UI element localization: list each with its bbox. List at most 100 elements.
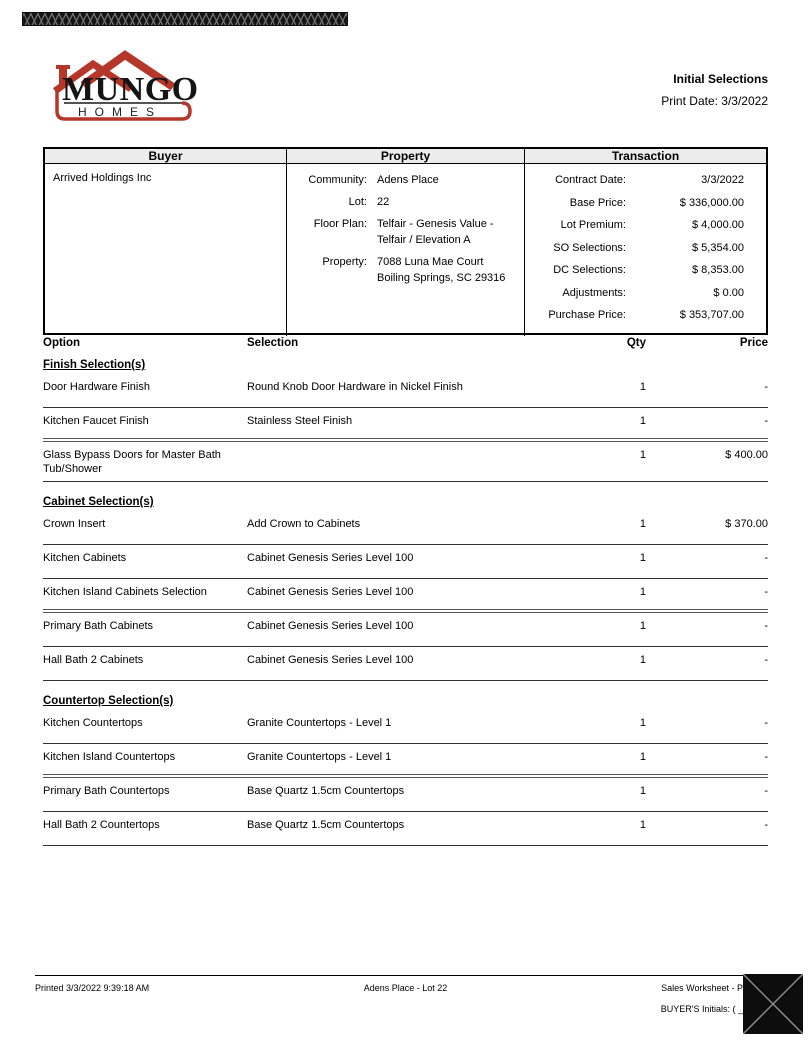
option-row: Hall Bath 2 Countertops Base Quartz 1.5c… — [43, 812, 768, 846]
field-label: Floor Plan: — [313, 218, 367, 230]
option-selection: Round Knob Door Hardware in Nickel Finis… — [247, 381, 463, 393]
field-value: Telfair - Genesis Value - Telfair / Elev… — [377, 218, 494, 246]
option-row: Glass Bypass Doors for Master Bath Tub/S… — [43, 442, 768, 482]
option-selection — [247, 448, 600, 476]
option-section: Countertop Selection(s) Kitchen Countert… — [43, 693, 768, 846]
footer-printed-timestamp: Printed 3/3/2022 9:39:18 AM — [35, 983, 150, 993]
field-row: Lot Premium: $ 4,000.00 — [533, 217, 758, 233]
option-selection: Granite Countertops - Level 1 — [247, 751, 392, 763]
option-qty: 1 — [639, 785, 646, 797]
option-name: Primary Bath Countertops — [43, 785, 170, 797]
field-label: Lot Premium: — [560, 219, 626, 231]
option-price: - — [764, 717, 768, 729]
option-row: Kitchen Cabinets Cabinet Genesis Series … — [43, 545, 768, 579]
option-price: $ 370.00 — [725, 518, 768, 530]
redaction-box — [743, 974, 803, 1034]
logo-roof-small — [52, 59, 133, 94]
field-value: 3/3/2022 — [701, 174, 744, 186]
option-price: - — [764, 654, 768, 666]
footer-buyer-initials: BUYER'S Initials: ( _ — [660, 1004, 743, 1014]
doc-title-block: Initial Selections Print Date: 3/3/2022 — [661, 68, 768, 112]
field-value: Adens Place — [377, 174, 439, 186]
option-price: - — [764, 785, 768, 797]
field-row: SO Selections: $ 5,354.00 — [533, 240, 758, 256]
section-rows: Kitchen Countertops Granite Countertops … — [43, 710, 768, 846]
section-title: Countertop Selection(s) — [43, 695, 174, 707]
option-selection: Base Quartz 1.5cm Countertops — [247, 819, 405, 831]
option-qty: 1 — [639, 381, 646, 393]
header-price: Price — [739, 337, 768, 349]
field-label: Contract Date: — [555, 174, 626, 186]
option-qty: 1 — [639, 620, 646, 632]
mungo-homes-logo: MUNGO HOMES — [52, 50, 197, 121]
summary-table-header: Buyer Property Transaction — [45, 149, 766, 164]
column-header-property: Property — [286, 149, 525, 163]
option-name: Glass Bypass Doors for Master Bath Tub/S… — [43, 449, 221, 475]
field-label: Community: — [308, 174, 367, 186]
doc-title: Initial Selections — [673, 72, 768, 86]
option-name: Kitchen Countertops — [43, 717, 143, 729]
options-sections: Finish Selection(s) Door Hardware Finish… — [43, 357, 768, 846]
option-price: - — [764, 552, 768, 564]
option-selection: Base Quartz 1.5cm Countertops — [247, 785, 405, 797]
option-selection: Cabinet Genesis Series Level 100 — [247, 552, 414, 564]
option-name: Kitchen Cabinets — [43, 552, 127, 564]
option-price: - — [764, 751, 768, 763]
logo-chimney — [59, 68, 67, 85]
option-name: Kitchen Island Countertops — [43, 751, 176, 763]
header-option: Option — [43, 337, 81, 349]
option-price: $ 400.00 — [725, 449, 768, 461]
option-price: - — [764, 381, 768, 393]
option-name: Door Hardware Finish — [43, 381, 150, 393]
property-cell: Community: Adens Place Lot: 22 Floor Pla… — [286, 164, 525, 336]
field-label: Base Price: — [569, 196, 626, 209]
option-name: Kitchen Island Cabinets Selection — [43, 586, 207, 598]
option-name: Primary Bath Cabinets — [43, 620, 154, 632]
summary-table: Buyer Property Transaction Arrived Holdi… — [43, 147, 768, 336]
logo-roof-large — [80, 50, 176, 91]
field-value: $ 0.00 — [713, 286, 744, 299]
option-qty: 1 — [639, 552, 646, 564]
print-date: Print Date: 3/3/2022 — [661, 94, 768, 108]
option-qty: 1 — [639, 819, 646, 831]
decorative-hatch-bar — [22, 12, 348, 26]
option-qty: 1 — [639, 654, 646, 666]
option-qty: 1 — [639, 449, 646, 461]
option-section: Finish Selection(s) Door Hardware Finish… — [43, 357, 768, 482]
field-value: 7088 Luna Mae Court Boiling Springs, SC … — [377, 256, 506, 284]
options-table-header: Option Selection Qty Price — [43, 337, 768, 349]
field-row: DC Selections: $ 8,353.00 — [533, 262, 758, 278]
option-row: Hall Bath 2 Cabinets Cabinet Genesis Ser… — [43, 647, 768, 681]
field-value: $ 336,000.00 — [679, 196, 744, 209]
section-title: Cabinet Selection(s) — [43, 496, 154, 508]
section-rows: Door Hardware Finish Round Knob Door Har… — [43, 374, 768, 482]
field-row: Purchase Price: $ 353,707.00 — [533, 307, 758, 323]
field-value: $ 5,354.00 — [692, 241, 744, 254]
option-price: - — [764, 620, 768, 632]
option-name: Crown Insert — [43, 518, 106, 530]
option-qty: 1 — [639, 586, 646, 598]
option-price: - — [764, 586, 768, 598]
option-selection: Granite Countertops - Level 1 — [247, 717, 392, 729]
option-row: Primary Bath Countertops Base Quartz 1.5… — [43, 778, 768, 812]
field-label: Purchase Price: — [548, 309, 626, 321]
logo-chimney-cap — [56, 65, 70, 69]
field-value: $ 4,000.00 — [692, 219, 744, 231]
section-rows: Crown Insert Add Crown to Cabinets 1 $ 3… — [43, 511, 768, 681]
option-price: - — [764, 819, 768, 831]
option-qty: 1 — [639, 717, 646, 729]
field-row: Property: 7088 Luna Mae Court Boiling Sp… — [295, 254, 516, 286]
field-row: Community: Adens Place — [295, 172, 516, 188]
redaction-x-line — [743, 974, 803, 1034]
field-row: Lot: 22 — [295, 194, 516, 210]
footer-community-lot: Adens Place - Lot 22 — [363, 983, 448, 993]
field-row: Base Price: $ 336,000.00 — [533, 195, 758, 211]
field-row: Contract Date: 3/3/2022 — [533, 172, 758, 188]
header-selection: Selection — [247, 337, 299, 349]
transaction-cell: Contract Date: 3/3/2022 Base Price: $ 33… — [525, 164, 766, 336]
column-header-buyer: Buyer — [148, 149, 183, 163]
footer-divider — [35, 975, 743, 976]
option-price: - — [764, 415, 768, 427]
logo-word-mungo: MUNGO — [62, 71, 197, 108]
option-row: Primary Bath Cabinets Cabinet Genesis Se… — [43, 613, 768, 647]
